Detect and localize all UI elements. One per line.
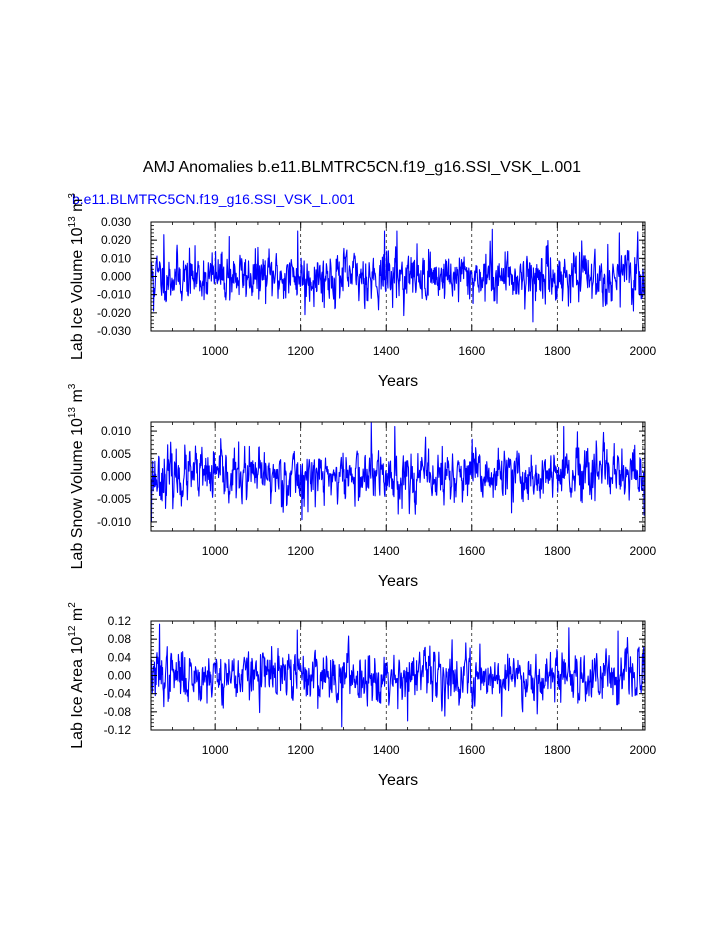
y-tick-label: -0.04 xyxy=(104,687,132,701)
y-tick-label: -0.030 xyxy=(97,324,131,338)
y-axis-label-unit: m xyxy=(69,608,86,626)
y-axis-label-unit-exponent: 2 xyxy=(67,602,78,608)
x-tick-label: 1200 xyxy=(287,743,314,757)
x-tick-label: 1400 xyxy=(373,743,400,757)
y-axis-label-text: Lab Ice Area 10 xyxy=(69,637,86,749)
y-tick-label: -0.010 xyxy=(97,515,131,529)
series-line xyxy=(150,228,646,323)
x-tick-label: 1800 xyxy=(544,743,571,757)
y-tick-label: 0.010 xyxy=(101,424,131,438)
y-axis-label-unit: m xyxy=(69,389,86,407)
panel-lab-ice-volume: 1000 1200 1400 1600 1800 2000 -0.030 -0.020 -0.0… xyxy=(67,193,657,390)
x-tick-label: 1200 xyxy=(287,544,314,558)
y-tick-label: 0.000 xyxy=(101,470,131,484)
x-axis-label: Years xyxy=(378,772,418,789)
y-tick-label: 0.08 xyxy=(108,632,132,646)
y-tick-label: 0.005 xyxy=(101,447,131,461)
y-axis-label-text: Lab Snow Volume 10 xyxy=(69,418,86,569)
y-axis-label-exponent: 13 xyxy=(67,216,78,228)
y-tick-label: 0.030 xyxy=(101,215,131,229)
y-tick-label: -0.08 xyxy=(104,705,132,719)
legend-label: b.e11.BLMTRC5CN.f19_g16.SSI_VSK_L.001 xyxy=(72,191,355,207)
y-tick-label: 0.010 xyxy=(101,251,131,265)
y-tick-label: 0.00 xyxy=(108,669,132,683)
panels: 1000 1200 1400 1600 1800 2000 -0.030 -0.020 -0.0… xyxy=(67,193,657,789)
panel-lab-ice-area: 1000 1200 1400 1600 1800 2000 -0.12 -0.08 -0.04 0… xyxy=(67,602,657,789)
panel-lab-snow-volume: 1000 1200 1400 1600 1800 2000 -0.010 -0.005 0.00… xyxy=(67,383,657,590)
x-tick-label: 1600 xyxy=(458,544,485,558)
x-tick-label: 1000 xyxy=(202,544,229,558)
x-tick-label: 1000 xyxy=(202,344,229,358)
y-tick-label: 0.04 xyxy=(108,650,132,664)
x-axis-label: Years xyxy=(378,373,418,390)
y-axis-label: Lab Ice Volume 1013 m3 xyxy=(67,193,86,360)
y-axis-label-unit-exponent: 3 xyxy=(67,383,78,389)
series-line xyxy=(150,623,646,728)
x-tick-label: 2000 xyxy=(630,743,657,757)
x-tick-label: 1400 xyxy=(373,544,400,558)
y-tick-label: -0.010 xyxy=(97,288,131,302)
x-tick-label: 1200 xyxy=(287,344,314,358)
x-axis-label: Years xyxy=(378,573,418,590)
x-tick-label: 2000 xyxy=(630,344,657,358)
y-tick-label: 0.020 xyxy=(101,233,131,247)
y-tick-label: -0.005 xyxy=(97,492,131,506)
x-tick-label: 1800 xyxy=(544,544,571,558)
x-tick-label: 1600 xyxy=(458,743,485,757)
y-axis-label-exponent: 12 xyxy=(67,625,78,637)
x-tick-label: 1000 xyxy=(202,743,229,757)
y-axis-label-text: Lab Ice Volume 10 xyxy=(69,227,86,360)
y-tick-label: -0.020 xyxy=(97,306,131,320)
y-tick-label: 0.12 xyxy=(108,614,132,628)
y-axis-label-unit-exponent: 3 xyxy=(67,193,78,199)
y-axis-label-unit: m xyxy=(69,199,86,217)
x-tick-label: 1400 xyxy=(373,344,400,358)
x-tick-label: 1600 xyxy=(458,344,485,358)
y-axis-label: Lab Snow Volume 1013 m3 xyxy=(67,383,86,569)
y-tick-label: -0.12 xyxy=(104,723,132,737)
figure-title: AMJ Anomalies b.e11.BLMTRC5CN.f19_g16.SS… xyxy=(143,159,581,176)
y-axis-label-exponent: 13 xyxy=(67,407,78,419)
series-line xyxy=(150,422,646,523)
x-tick-label: 1800 xyxy=(544,344,571,358)
y-tick-label: 0.000 xyxy=(101,270,131,284)
x-tick-label: 2000 xyxy=(630,544,657,558)
y-axis-label: Lab Ice Area 1012 m2 xyxy=(67,602,86,749)
